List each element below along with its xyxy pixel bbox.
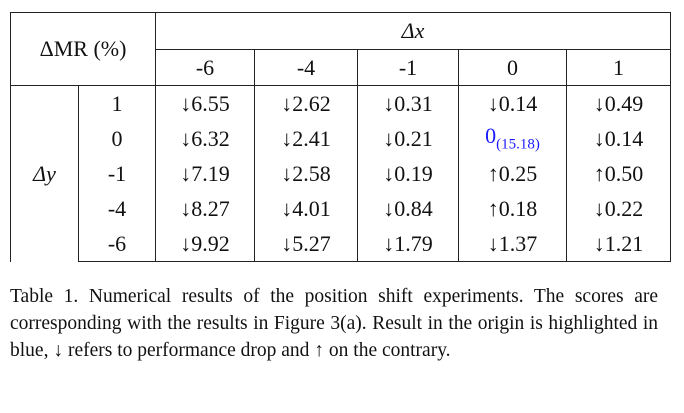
cell: ↓2.58 [254, 156, 358, 191]
cell: ↑0.25 [458, 156, 567, 191]
y-value: 1 [78, 85, 156, 121]
header-row: ΔMR (%) Δx [10, 12, 671, 86]
cell-note: (15.18) [496, 136, 540, 153]
x-label: Δx [155, 12, 671, 50]
cell-value: 0 [485, 123, 497, 149]
x-value: 0 [458, 49, 567, 86]
cell: ↓0.22 [566, 191, 671, 226]
cell: ↓0.21 [357, 121, 459, 156]
cell: ↓0.49 [566, 85, 671, 121]
y-label: Δy [10, 85, 79, 262]
cell: ↓6.55 [155, 85, 255, 121]
cell: ↓0.19 [357, 156, 459, 191]
cell: ↓4.01 [254, 191, 358, 226]
caption: Table 1. Numerical results of the positi… [10, 286, 658, 361]
cell: ↓1.37 [458, 226, 567, 262]
x-values-row: -6 -4 -1 0 1 [11, 49, 671, 86]
cell: ↓0.14 [458, 85, 567, 121]
cell: ↑0.18 [458, 191, 567, 226]
cell: ↓6.32 [155, 121, 255, 156]
data-row: -1 ↓7.19 ↓2.58 ↓0.19 ↑0.25 ↑0.50 [11, 156, 671, 191]
cell: ↓1.21 [566, 226, 671, 262]
cell: ↓2.41 [254, 121, 358, 156]
y-value: 0 [78, 121, 156, 156]
data-row: -4 ↓8.27 ↓4.01 ↓0.84 ↑0.18 ↓0.22 [11, 191, 671, 226]
cell: ↓0.84 [357, 191, 459, 226]
x-value: -1 [357, 49, 459, 86]
data-row: -6 ↓9.92 ↓5.27 ↓1.79 ↓1.37 ↓1.21 [11, 226, 671, 262]
cell: ↓7.19 [155, 156, 255, 191]
x-value: 1 [566, 49, 671, 86]
cell-highlight: 0(15.18) [458, 121, 567, 156]
cell: ↑0.50 [566, 156, 671, 191]
cell: ↓5.27 [254, 226, 358, 262]
results-table: ΔMR (%) Δx -6 -4 -1 0 1 Δy 1 ↓6.55 ↓2.62 ↓0.31 ↓0… [10, 12, 671, 262]
y-value: -1 [78, 156, 156, 191]
cell: ↓1.79 [357, 226, 459, 262]
x-value: -4 [254, 49, 358, 86]
x-value: -6 [155, 49, 255, 86]
cell: ↓9.92 [155, 226, 255, 262]
y-value: -6 [78, 226, 156, 262]
cell: ↓8.27 [155, 191, 255, 226]
cell: ↓2.62 [254, 85, 358, 121]
data-row: 0 ↓6.32 ↓2.41 ↓0.21 0(15.18) ↓0.14 [11, 121, 671, 156]
data-row: Δy 1 ↓6.55 ↓2.62 ↓0.31 ↓0.14 ↓0.49 [10, 85, 671, 262]
cell: ↓0.14 [566, 121, 671, 156]
cell: ↓0.31 [357, 85, 459, 121]
y-value: -4 [78, 191, 156, 226]
corner-header: ΔMR (%) [10, 12, 156, 86]
